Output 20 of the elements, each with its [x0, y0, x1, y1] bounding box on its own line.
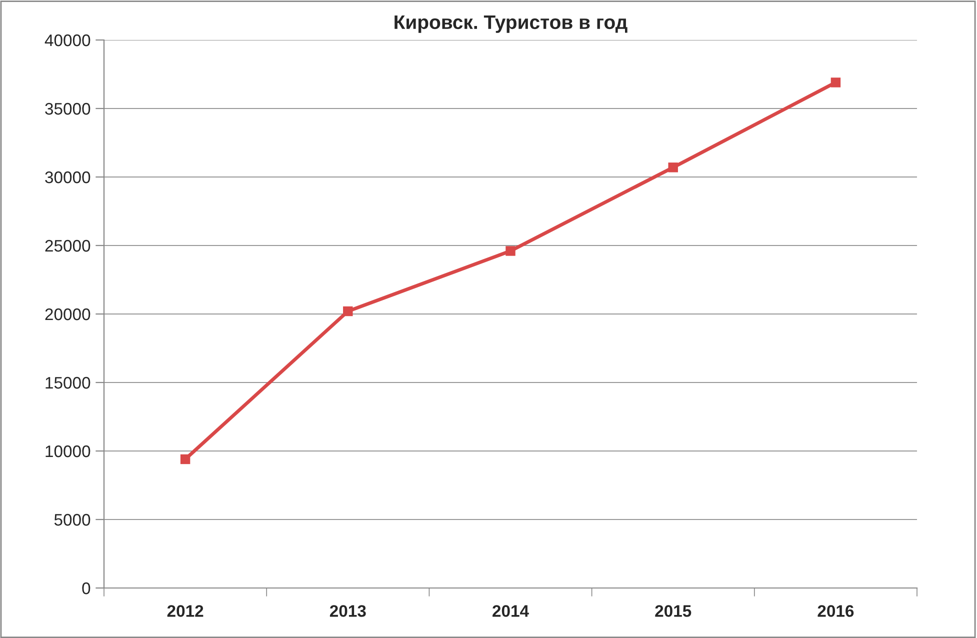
- y-tick-label: 20000: [45, 308, 90, 320]
- y-tick-label: 15000: [46, 376, 90, 389]
- point: [506, 246, 516, 256]
- x-tick-label: 2013: [330, 605, 366, 617]
- x-tick-label: 2016: [818, 605, 854, 617]
- chart-title: Кировск. Туристов в год: [394, 16, 628, 33]
- x-tick-label: 2015: [655, 605, 692, 617]
- x-tick-label: 2012: [167, 605, 204, 617]
- point: [343, 306, 353, 316]
- y-tick-label: 40000: [44, 34, 90, 46]
- y-tick-label: 35000: [45, 102, 90, 115]
- point: [180, 454, 190, 464]
- point: [668, 162, 678, 172]
- y-tick-label: 0: [82, 582, 90, 594]
- y-tick-label: 30000: [45, 171, 90, 184]
- point: [830, 78, 841, 88]
- y-tick-label: 25000: [45, 240, 90, 252]
- x-tick-label: 2014: [492, 605, 529, 617]
- y-tick-label: 10000: [46, 445, 90, 458]
- y-tick-label: 5000: [54, 514, 90, 526]
